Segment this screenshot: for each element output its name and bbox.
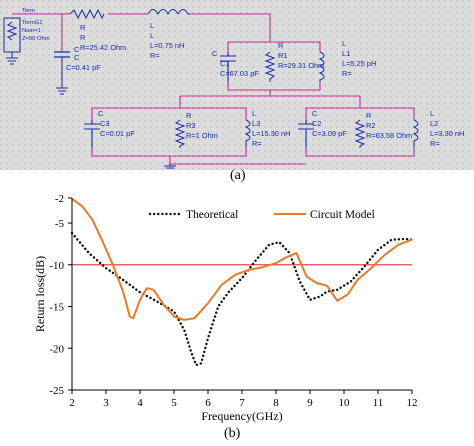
tank3-l-name: L3 (252, 119, 260, 128)
tank3-c-value: C=0.01 pF (100, 129, 135, 138)
x-axis-title: Frequency(GHz) (201, 409, 282, 423)
x-tick-label: 11 (373, 397, 384, 409)
tank2-l-r: R= (430, 139, 440, 148)
term-z: Z=50 Ohm (22, 36, 50, 42)
tank1-r-name: R1 (278, 51, 287, 60)
tank2-r-type: R (366, 111, 371, 120)
x-tick-label: 7 (239, 397, 245, 409)
tank1-c-name: C1 (220, 59, 229, 68)
y-tick-label: -15 (49, 302, 64, 314)
tank3-r-type: R (186, 111, 191, 120)
shunt-c-type: C (74, 45, 80, 54)
y-tick-label: -10 (49, 260, 64, 272)
y-tick-label: -25 (49, 385, 64, 397)
panel-b-label: (b) (224, 426, 241, 441)
tank2-c-value: C=3.09 pF (312, 129, 347, 138)
y-tick-label: -5 (55, 218, 65, 230)
tank2-l-name: L2 (430, 119, 438, 128)
tank1-c-type: C (212, 49, 218, 58)
term-num: Num=1 (22, 28, 41, 34)
legend-label: Circuit Model (310, 209, 375, 221)
term-title: Term (22, 8, 35, 14)
shunt-c-name: C (74, 53, 80, 62)
term-name: TermG1 (22, 20, 43, 26)
tank3-c-type: C (98, 109, 104, 118)
series-layer (70, 197, 414, 367)
series-line-theoretical (70, 231, 414, 367)
schematic-background (0, 0, 474, 170)
series-line-circuit-model (71, 197, 413, 321)
tank3-r-value: R=1 Ohm (186, 131, 218, 140)
tank1-l-name: L1 (342, 49, 350, 58)
tank3-r-name: R3 (186, 121, 195, 130)
tank1-r-type: R (278, 41, 283, 50)
series-l-type: L (150, 21, 154, 30)
x-tick-label: 10 (339, 397, 351, 409)
series-inductor: L L L=0.75 nH R= (147, 9, 190, 60)
y-tick-label: -20 (49, 343, 64, 355)
tank2-c-name: C2 (312, 119, 321, 128)
tank2-r-value: R=63.58 Ohm (366, 131, 412, 140)
series-l-value: L=0.75 nH (150, 41, 184, 50)
tank2-l-value: L=3.30 nH (430, 129, 464, 138)
x-tick-label: 6 (205, 397, 211, 409)
legend-label: Theoretical (186, 209, 238, 221)
tank2-l-type: L (430, 109, 434, 118)
axes-layer (68, 197, 413, 394)
tank1-l-r: R= (342, 69, 352, 78)
tank1-l-value: L=5.25 pH (342, 59, 376, 68)
ground-symbol (164, 164, 176, 169)
tank1: C C1 C=67.03 pF R R1 R=29.31 Ohm L L1 L=… (212, 39, 376, 82)
series-r-value: R=25.42 Ohm (80, 43, 126, 52)
tank1-c-value: C=67.03 pF (220, 69, 259, 78)
x-tick-label: 12 (407, 397, 418, 409)
shunt-c-value: C=0.41 pF (66, 63, 101, 72)
tank2: C C2 C=3.09 pF R R2 R=63.58 Ohm L L2 L=3… (298, 109, 464, 148)
tank2-r-name: R2 (366, 121, 375, 130)
return-loss-chart: 2 3 4 5 6 7 8 9 10 11 12 -25 -20 -15 -10 -5 -2 Frequency… (33, 193, 418, 423)
shunt-capacitor: C C C=0.41 pF (54, 45, 101, 95)
tank3-c-name: C3 (100, 119, 109, 128)
series-r-type: R (80, 23, 85, 32)
tank3-l-r: R= (252, 139, 262, 148)
tank1-r-value: R=29.31 Ohm (278, 61, 324, 70)
y-axis-title: Return loss(dB) (33, 256, 47, 332)
x-tick-label: 2 (69, 397, 75, 409)
y-tick-label: -2 (55, 193, 64, 205)
tank3: C C3 C=0.01 pF R R3 R=1 Ohm L L3 L=15.30… (84, 109, 290, 148)
x-tick-label: 9 (307, 397, 313, 409)
x-tick-label: 5 (171, 397, 177, 409)
x-tick-label: 4 (137, 397, 143, 409)
tank1-l-type: L (342, 39, 346, 48)
series-r-name: R (80, 33, 85, 42)
x-tick-label: 3 (103, 397, 109, 409)
legend: Theoretical Circuit Model (148, 209, 375, 221)
series-resistor: R R R=25.42 Ohm (69, 8, 126, 52)
series-l-name: L (150, 31, 154, 40)
x-tick-label: 8 (273, 397, 279, 409)
term-port: Term TermG1 Num=1 Z=50 Ohm (3, 8, 50, 65)
tank2-c-type: C (312, 109, 318, 118)
panel-a-label: (a) (230, 168, 246, 183)
circuit-schematic: Term TermG1 Num=1 Z=50 Ohm R R R=25.42 O… (0, 0, 474, 170)
tick-labels: 2 3 4 5 6 7 8 9 10 11 12 -25 -20 -15 -10 -5 -2 (49, 193, 417, 409)
series-l-r: R= (150, 51, 160, 60)
tank3-l-type: L (252, 109, 256, 118)
tank3-l-value: L=15.30 nH (252, 129, 290, 138)
